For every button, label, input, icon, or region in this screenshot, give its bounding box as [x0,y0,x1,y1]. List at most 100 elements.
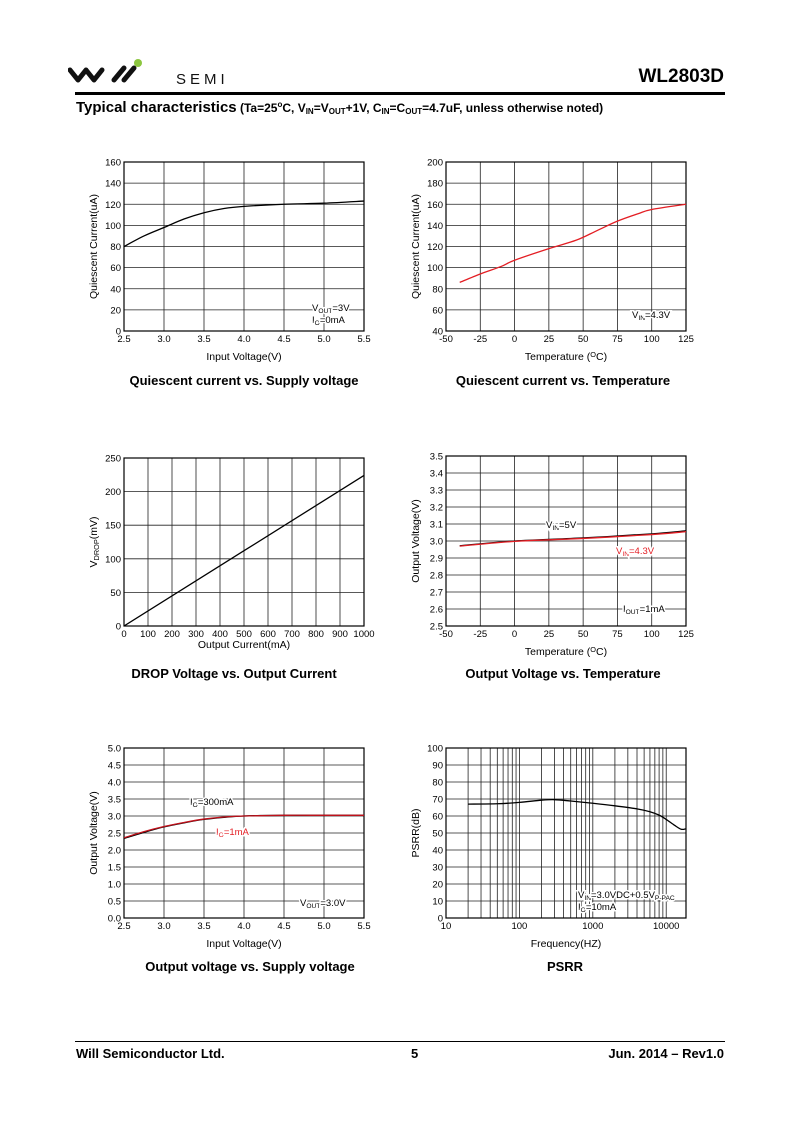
y-tick-label: 3.0 [430,537,443,548]
x-tick-label: 600 [260,629,276,640]
y-tick-label: 90 [432,761,443,772]
y-tick-label: 120 [105,200,121,211]
y-tick-label: 70 [432,795,443,806]
y-axis-label: Output Voltage(V) [88,791,100,874]
page-number: 5 [411,1046,419,1061]
y-tick-label: 100 [427,744,443,755]
y-tick-label: 250 [105,454,121,465]
x-tick-label: 10 [441,921,452,932]
y-tick-label: 2.7 [430,588,443,599]
y-tick-label: 80 [432,778,443,789]
condition-text: C, V [282,101,306,115]
y-tick-label: 100 [105,554,121,565]
y-tick-label: 60 [432,812,443,823]
x-tick-label: 3.5 [197,921,210,932]
y-tick-label: 2.0 [108,846,121,857]
condition-text: =4.7uF, unless otherwise noted) [422,101,604,115]
condition-text: =V [313,101,329,115]
series-line [123,200,365,248]
x-tick-label: 125 [678,629,694,640]
y-axis-label: PSRR(dB) [410,808,422,857]
header-rule [75,92,725,95]
y-tick-label: 4.0 [108,778,121,789]
series-line [123,474,365,627]
y-tick-label: 50 [110,588,121,599]
chart-6: 10 100 1000 100000102030405060708090100Freq… [410,744,687,950]
y-tick-label: 40 [432,327,443,338]
x-tick-label: 75 [612,629,623,640]
y-tick-label: 5.0 [108,744,121,755]
chart-caption: Output Voltage vs. Temperature [465,666,661,681]
y-tick-label: 150 [105,521,121,532]
y-tick-label: 4.5 [108,761,121,772]
plot-frame [123,747,365,919]
chart-4: -50 -25 0 25 50 75 100 125 2.5 2.6 2.7 2.8 2.9 3.0 3.1… [410,452,694,659]
x-tick-label: 700 [284,629,300,640]
y-tick-label: 80 [432,284,443,295]
x-tick-label: 4.0 [237,334,250,345]
chart-annotation: IOUT=1mA [623,604,665,616]
y-tick-label: 2.8 [430,571,443,582]
x-tick-label: 4.0 [237,921,250,932]
x-tick-label: 2.5 [117,334,130,345]
x-tick-label: 800 [308,629,324,640]
y-tick-label: 1.5 [108,863,121,874]
chart-annotation: IO=300mA [190,797,234,809]
series-line [459,203,687,284]
footer-company: Will Semiconductor Ltd. [76,1046,225,1061]
y-tick-label: 0.0 [108,914,121,925]
x-axis-label: Output Current(mA) [198,639,290,651]
x-tick-label: 200 [164,629,180,640]
x-tick-label: 5.0 [317,334,330,345]
y-tick-label: 120 [427,242,443,253]
x-axis-label: Input Voltage(V) [206,351,281,363]
chart-1: 2.5 3.0 3.5 4.0 4.5 5.0 5.5 0 20 40 60 80 100 120 140 1… [88,158,371,364]
y-tick-label: 200 [427,158,443,169]
chart-5: 2.5 3.0 3.5 4.0 4.5 5.0 5.5 0.0 0.5 1.0 1.5 2.0 2.5 3… [88,744,371,951]
x-tick-label: -25 [473,334,487,345]
y-tick-label: 2.5 [430,622,443,633]
x-tick-label: 500 [236,629,252,640]
condition-text: +1V, C [345,101,382,115]
condition-text: OUT [328,107,346,116]
x-tick-label: 50 [578,629,589,640]
x-tick-label: 4.5 [277,334,290,345]
chart-annotation: VIN=5V [546,520,577,532]
x-tick-label: 0 [512,629,517,640]
y-tick-label: 40 [432,846,443,857]
footer-rule [75,1041,725,1042]
y-tick-label: 0 [116,622,121,633]
y-axis-label: Quiescent Current(uA) [410,194,422,299]
y-tick-label: 2.5 [108,829,121,840]
y-tick-label: 30 [432,863,443,874]
footer-revision: Jun. 2014 – Rev1.0 [608,1046,724,1061]
x-tick-label: 125 [678,334,694,345]
y-tick-label: 3.0 [108,812,121,823]
x-tick-label: -50 [439,629,453,640]
y-tick-label: 160 [427,200,443,211]
test-conditions: (Ta=25oC, VIN=VOUT+1V, CIN=COUT=4.7uF, u… [236,100,604,116]
x-axis-label: Temperature (OC) [525,645,607,658]
chart-annotation: VOUT=3V [312,303,350,315]
x-tick-label: 100 [644,334,660,345]
condition-text: o [277,100,283,109]
x-tick-label: 4.5 [277,921,290,932]
x-tick-label: 0 [121,629,126,640]
y-tick-label: 3.3 [430,486,443,497]
x-tick-label: 0 [512,334,517,345]
x-axis-label: Input Voltage(V) [206,938,281,950]
condition-text: (Ta=25 [236,101,278,115]
x-tick-label: 10000 [653,921,679,932]
chart-2: -50 -25 0 25 50 75 100 125 40 60 80 100 120 140 160 180… [410,158,694,364]
y-tick-label: 140 [427,221,443,232]
chart-caption: PSRR [546,959,584,974]
section-title: Typical characteristics (Ta=25oC, VIN=VO… [76,99,603,116]
y-tick-label: 100 [105,221,121,232]
y-tick-label: 0 [116,327,121,338]
chart-annotation: VIN=4.3V [616,546,655,558]
condition-text: IN [381,107,390,116]
x-tick-label: 900 [332,629,348,640]
x-tick-label: 75 [612,334,623,345]
chart-annotation: VOUT=3.0V [300,898,346,910]
